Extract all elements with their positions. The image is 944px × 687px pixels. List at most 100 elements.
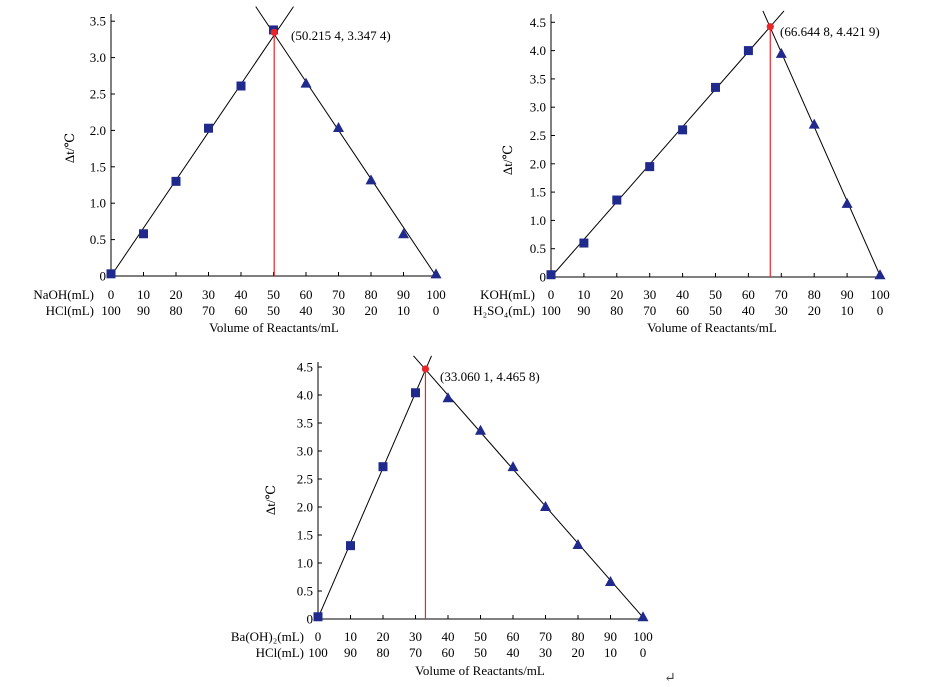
row1-tick-label: 70 [332, 287, 345, 302]
y-tick-label: 3.0 [530, 100, 546, 115]
y-tick-label: 2.5 [530, 128, 546, 143]
data-point-square [743, 46, 753, 56]
row1-tick-label: 100 [870, 287, 890, 302]
row2-tick-label: 50 [474, 645, 487, 660]
intersection-label: (50.215 4, 3.347 4) [291, 28, 391, 43]
row1-tick-label: 70 [539, 629, 552, 644]
row2-tick-label: 70 [409, 645, 422, 660]
y-tick-label: 4.5 [530, 15, 546, 30]
row1-tick-label: 40 [676, 287, 689, 302]
row2-tick-label: 90 [344, 645, 357, 660]
y-tick-label: 0.5 [90, 232, 106, 247]
y-tick-label: 4.0 [297, 388, 313, 403]
row1-tick-label: 40 [235, 287, 248, 302]
row2-tick-label: 0 [433, 303, 440, 318]
data-point-square [678, 125, 688, 135]
row1-tick-label: 40 [442, 629, 455, 644]
data-point-square [645, 162, 655, 172]
row1-tick-label: 80 [808, 287, 821, 302]
row2-tick-label: 50 [267, 303, 280, 318]
row1-label: KOH(mL) [480, 287, 535, 302]
row1-tick-label: 100 [633, 629, 653, 644]
row1-tick-label: 90 [397, 287, 410, 302]
row1-tick-label: 60 [742, 287, 755, 302]
intersection-point [421, 365, 430, 373]
y-tick-label: 0 [540, 270, 547, 285]
row2-tick-label: 100 [101, 303, 121, 318]
y-tick-label: 3.0 [297, 444, 313, 459]
data-point-triangle [365, 174, 377, 185]
return-symbol-icon: ↵ [664, 671, 676, 686]
fit-line-rising [550, 10, 785, 278]
y-tick-label: 2.5 [90, 87, 106, 102]
data-point-square [346, 541, 355, 551]
data-point-triangle [442, 392, 454, 403]
row2-tick-label: 90 [137, 303, 150, 318]
data-point-triangle [540, 500, 551, 511]
row2-tick-label: 70 [202, 303, 215, 318]
row1-tick-label: 80 [365, 287, 378, 302]
y-tick-label: 0.5 [297, 584, 313, 599]
y-axis-title: Δt/℃ [263, 485, 278, 515]
data-point-square [171, 176, 181, 186]
y-axis-title: Δt/℃ [500, 145, 515, 175]
row2-tick-label: 60 [442, 645, 455, 660]
row1-tick-label: 0 [548, 287, 555, 302]
y-tick-label: 3.5 [530, 71, 546, 86]
row2-tick-label: 30 [332, 303, 345, 318]
row1-tick-label: 0 [315, 629, 322, 644]
intersection-point [766, 23, 774, 31]
data-point-triangle [808, 118, 820, 129]
data-point-square [579, 238, 589, 248]
row1-tick-label: 0 [108, 287, 115, 302]
y-tick-label: 3.0 [90, 50, 106, 65]
row2-tick-label: 100 [308, 645, 328, 660]
row1-tick-label: 20 [377, 629, 390, 644]
data-point-triangle [475, 424, 486, 435]
y-tick-label: 1.5 [90, 159, 106, 174]
row2-tick-label: 40 [300, 303, 313, 318]
data-point-square [411, 388, 420, 398]
row2-label: H₂SO₄(mL) [473, 303, 535, 318]
fit-line-rising [110, 6, 294, 277]
row1-tick-label: 60 [507, 629, 520, 644]
row1-tick-label: 50 [474, 629, 487, 644]
data-point-triangle [874, 269, 886, 280]
row2-tick-label: 20 [808, 303, 821, 318]
intersection-point [270, 28, 278, 36]
y-axis-title: Δt/℃ [62, 133, 77, 163]
row1-tick-label: 30 [202, 287, 215, 302]
fit-line-rising [317, 355, 432, 619]
y-tick-label: 2.5 [297, 472, 313, 487]
row1-tick-label: 10 [577, 287, 590, 302]
data-point-square [711, 82, 720, 92]
row1-tick-label: 50 [709, 287, 722, 302]
data-point-triangle [300, 77, 312, 88]
row2-tick-label: 0 [640, 645, 647, 660]
y-tick-label: 4.0 [530, 43, 546, 58]
row2-tick-label: 40 [507, 645, 520, 660]
row2-tick-label: 100 [541, 303, 561, 318]
row2-tick-label: 30 [539, 645, 552, 660]
y-tick-label: 0 [100, 269, 107, 284]
data-point-triangle [430, 268, 442, 279]
row1-tick-label: 100 [426, 287, 446, 302]
data-point-square [106, 269, 116, 279]
chart-baoh2-hcl: Δt/℃ Ba(OH)₂(mL) HCl(mL) Volume of React… [231, 355, 653, 678]
row2-tick-label: 40 [742, 303, 755, 318]
row1-tick-label: 90 [604, 629, 617, 644]
data-point-triangle [333, 121, 344, 132]
row1-tick-label: 90 [841, 287, 854, 302]
row1-tick-label: 30 [643, 287, 656, 302]
intersection-label: (66.644 8, 4.421 9) [780, 24, 880, 39]
data-point-triangle [775, 47, 787, 58]
data-point-square [204, 123, 213, 133]
row2-tick-label: 80 [170, 303, 183, 318]
y-tick-label: 3.5 [90, 14, 106, 29]
chart-koh-h2so4: Δt/℃ KOH(mL) H₂SO₄(mL) Volume of Reactan… [473, 10, 890, 335]
row2-tick-label: 80 [610, 303, 623, 318]
y-tick-label: 1.0 [530, 213, 546, 228]
y-tick-label: 2.0 [530, 156, 546, 171]
row2-tick-label: 10 [397, 303, 410, 318]
y-tick-label: 1.5 [530, 185, 546, 200]
